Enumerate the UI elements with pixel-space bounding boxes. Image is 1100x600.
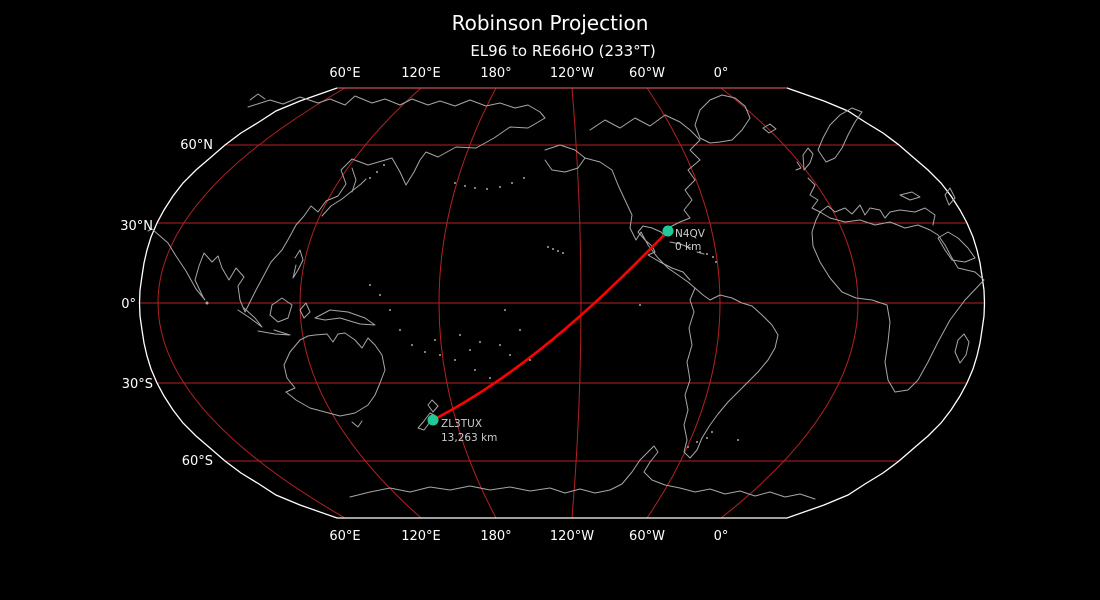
endpoint-dot-destination [427, 414, 439, 426]
lat-tick-0: 0° [121, 297, 136, 312]
origin-distance-label: 0 km [675, 241, 701, 253]
page-title: Robinson Projection [452, 11, 649, 35]
lon-tick-120e-top: 120°E [401, 66, 441, 81]
lon-labels-top: 60°E 120°E 180° 120°W 60°W 0° [329, 66, 728, 81]
coastline-north-america-east [589, 114, 701, 281]
coastline-ireland [795, 161, 802, 171]
coastline-borneo [269, 297, 293, 323]
coastline-africa [811, 211, 985, 393]
lon-tick-120e-bottom: 120°E [401, 529, 441, 544]
route-subtitle: EL96 to RE66HO (233°T) [470, 42, 655, 60]
coastline-north-america-west [584, 157, 696, 289]
coastline-britain [802, 147, 814, 171]
map-boundary [138, 87, 986, 519]
lat-tick-60s: 60°S [182, 454, 213, 469]
coastline-alaska [544, 144, 586, 173]
lon-tick-60w-top: 60°W [629, 66, 665, 81]
great-circle-path [431, 229, 670, 422]
coastline-scandinavia [817, 107, 863, 163]
lon-labels-bottom: 60°E 120°E 180° 120°W 60°W 0° [329, 529, 728, 544]
lat-tick-30n: 30°N [120, 219, 153, 234]
meridian-120w [571, 87, 582, 519]
graticule [140, 87, 984, 519]
lon-tick-0-top: 0° [714, 66, 729, 81]
coastline-sulawesi [299, 302, 311, 319]
meridian-60w [646, 87, 721, 519]
lon-tick-60e-top: 60°E [329, 66, 360, 81]
lon-tick-120w-bottom: 120°W [550, 529, 594, 544]
coastline-java [257, 329, 291, 336]
meridian-180 [438, 87, 497, 519]
island-dots [205, 164, 739, 448]
destination-distance-label: 13,263 km [441, 432, 497, 444]
endpoint-labels: N4QV 0 km ZL3TUX 13,263 km [441, 228, 706, 444]
coastline-sakhalin [351, 167, 357, 193]
lat-tick-60n: 60°N [180, 138, 213, 153]
coastline-south-america [683, 287, 779, 459]
lon-tick-120w-top: 120°W [550, 66, 594, 81]
meridian-120e [299, 87, 422, 519]
coastline-australia [283, 332, 386, 417]
lon-tick-60e-bottom: 60°E [329, 529, 360, 544]
coastline-japan [321, 178, 367, 217]
lon-tick-180-bottom: 180° [480, 529, 511, 544]
endpoint-dot-origin [662, 225, 674, 237]
coastline-iceland [762, 123, 777, 134]
coastline-black-sea [899, 191, 921, 201]
coastline-europe-mediterranean [807, 177, 936, 226]
coastline-hispaniola [696, 251, 705, 255]
coastline-novaya-zemlya [249, 93, 266, 101]
coastline-siberia-east-asia [147, 95, 546, 313]
coastline-greenland [694, 94, 751, 144]
coastline-philippines [292, 249, 304, 279]
destination-callsign-label: ZL3TUX [441, 418, 482, 430]
lon-tick-180-top: 180° [480, 66, 511, 81]
meridian-60e [157, 87, 346, 519]
coastline-new-guinea [314, 309, 376, 326]
lat-labels-left: 60°N 30°N 0° 30°S 60°S [120, 138, 213, 469]
lat-tick-30s: 30°S [122, 377, 153, 392]
lon-tick-60w-bottom: 60°W [629, 529, 665, 544]
coastline-tasmania [351, 420, 363, 428]
coastlines [147, 93, 985, 500]
coastline-cuba [669, 241, 692, 249]
meridian-0 [720, 87, 859, 519]
origin-callsign-label: N4QV [675, 228, 706, 240]
coastline-new-zealand-north [427, 399, 439, 413]
coastline-antarctica [349, 445, 816, 500]
coastline-caspian-sea [944, 187, 956, 206]
coastline-sumatra [237, 307, 263, 328]
lon-tick-0-bottom: 0° [714, 529, 729, 544]
coastline-madagascar [954, 333, 970, 364]
coastline-arabia [937, 231, 976, 263]
